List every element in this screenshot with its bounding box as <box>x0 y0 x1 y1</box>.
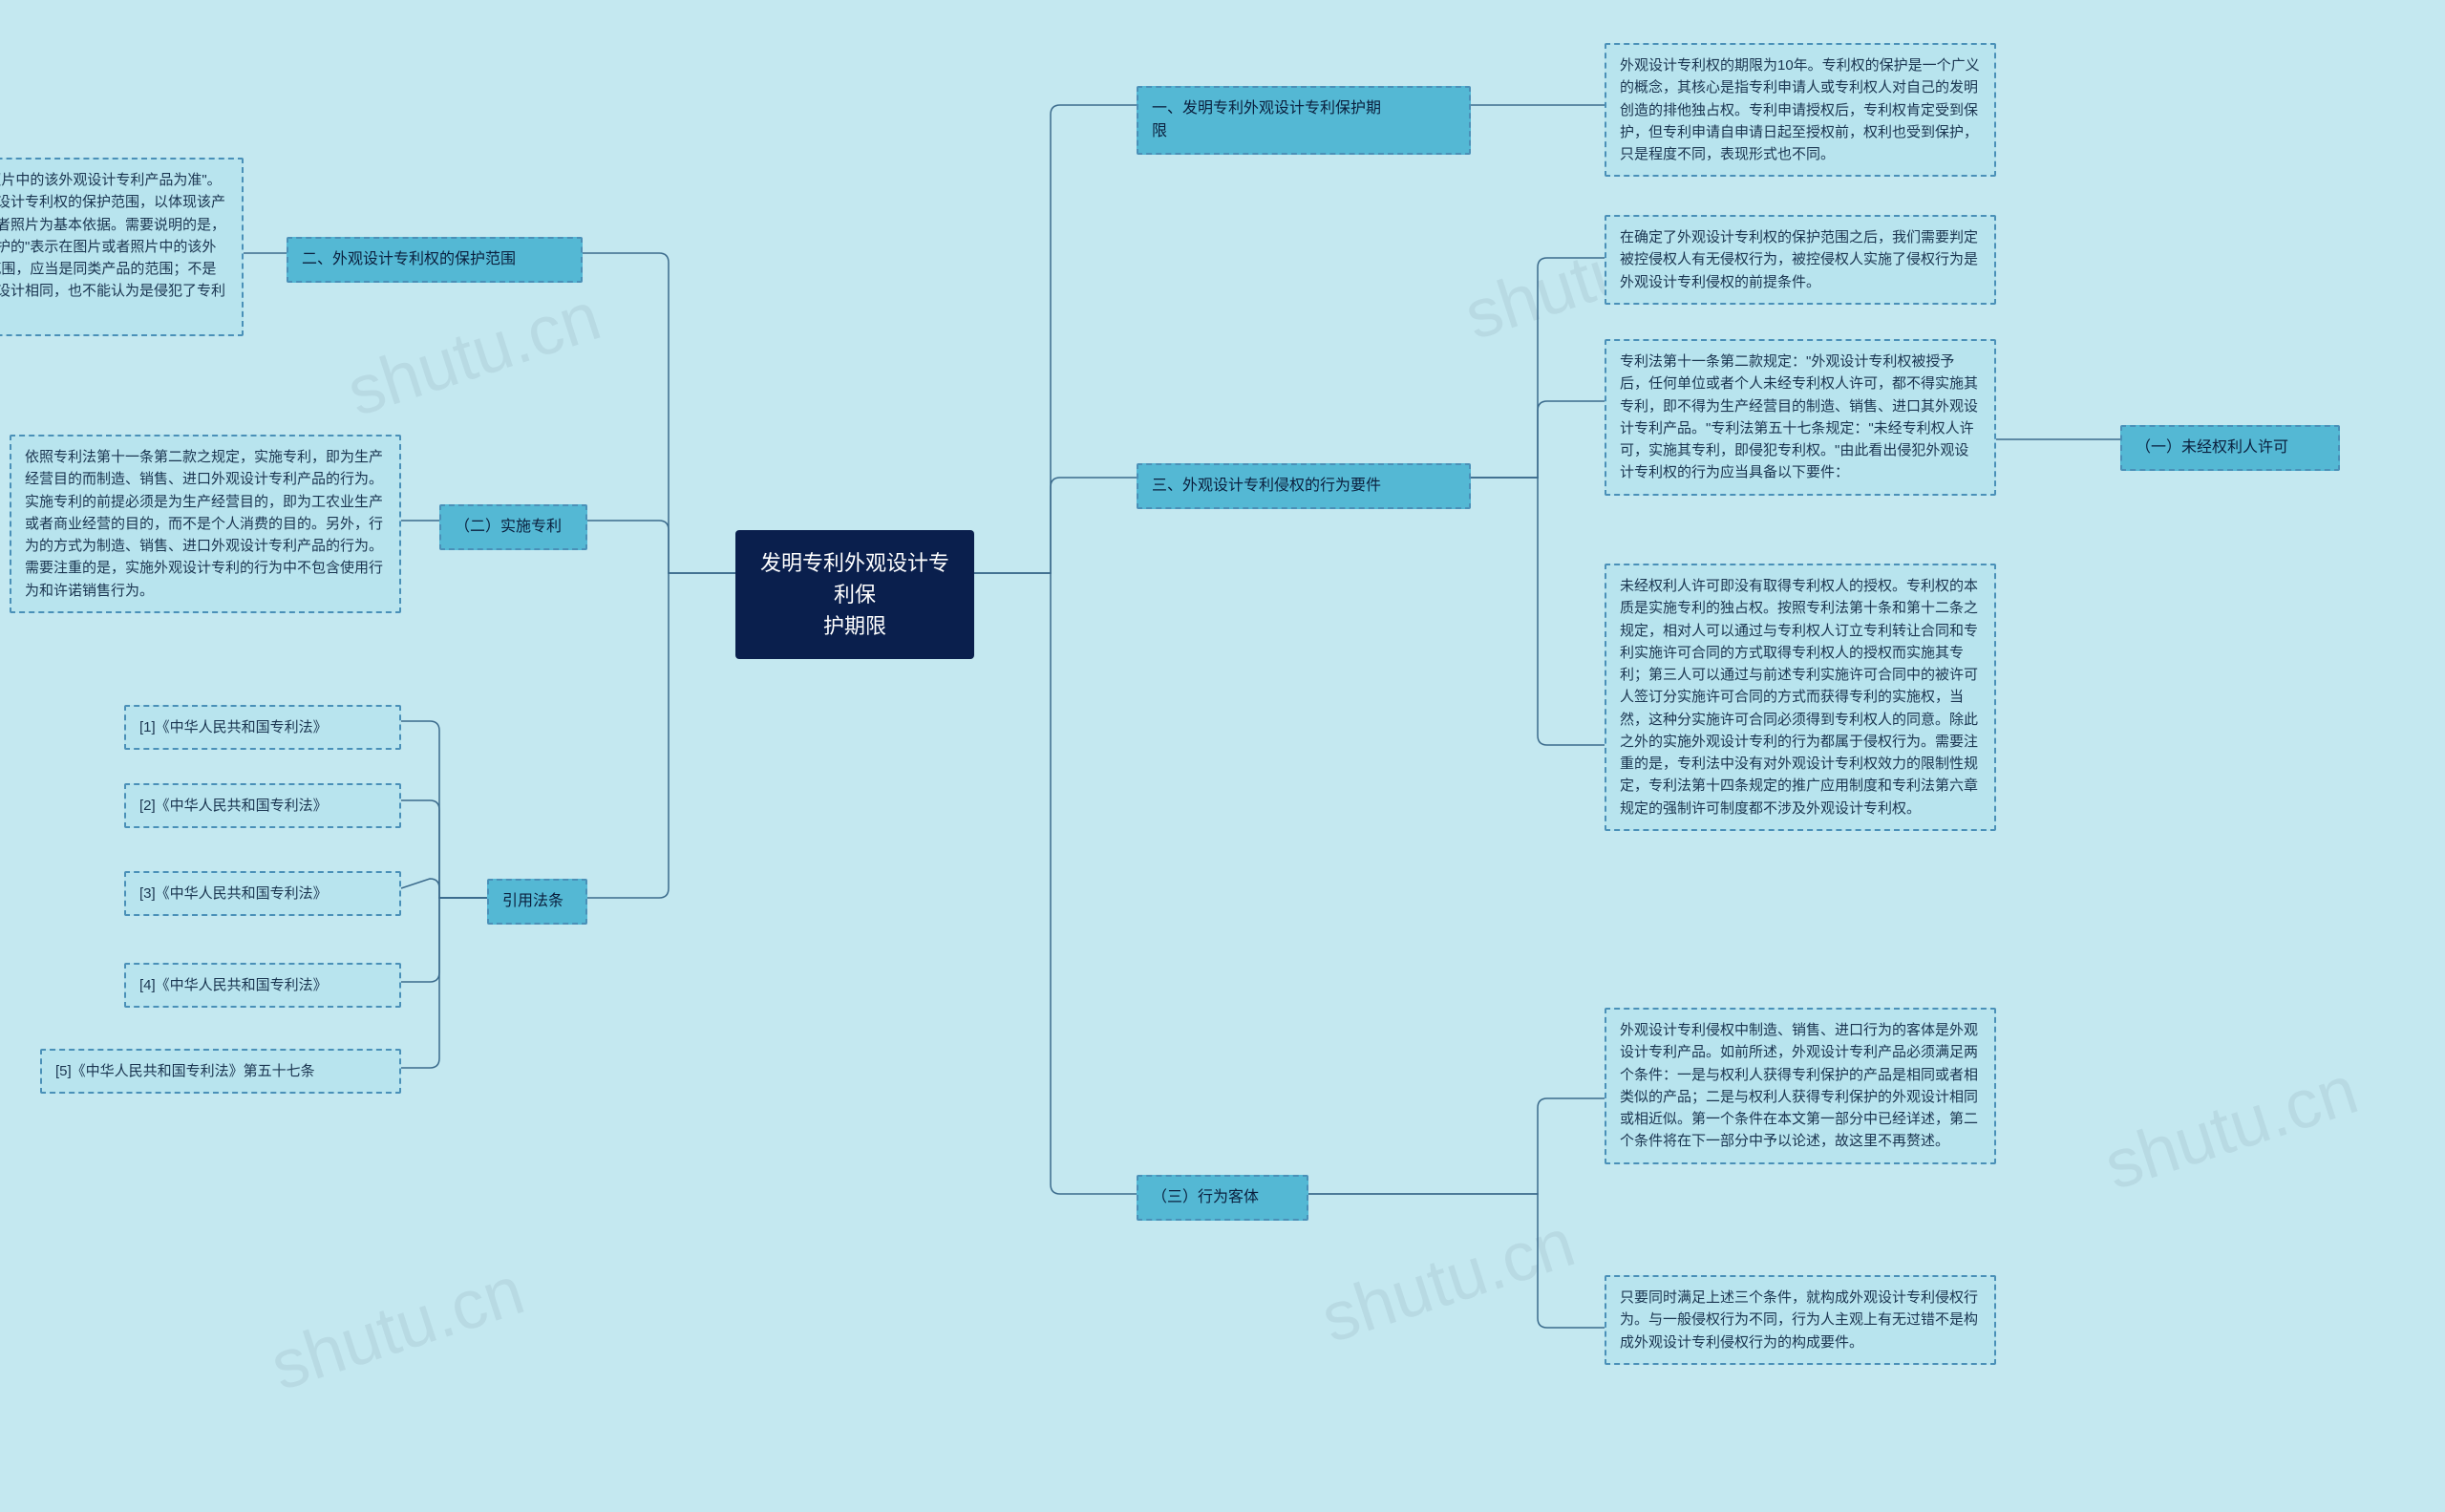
branch-2-leaf: "以表示在图片或者照片中的该外观设计专利产品为准"。这一规定表明，外观设计专利权… <box>0 158 244 336</box>
watermark: shutu.cn <box>1312 1203 1584 1358</box>
branch-obj-leaf-1: 外观设计专利侵权中制造、销售、进口行为的客体是外观设计专利产品。如前所述，外观设… <box>1605 1008 1996 1164</box>
ref-item-2: [2]《中华人民共和国专利法》 <box>124 783 401 828</box>
branch-3: 三、外观设计专利侵权的行为要件 <box>1137 463 1471 509</box>
ref-item-1: [1]《中华人民共和国专利法》 <box>124 705 401 750</box>
branch-3-leaf-3: 未经权利人许可即没有取得专利权人的授权。专利权的本质是实施专利的独占权。按照专利… <box>1605 564 1996 831</box>
ref-item-3: [3]《中华人民共和国专利法》 <box>124 871 401 916</box>
root-node: 发明专利外观设计专利保护期限 <box>735 530 974 659</box>
branch-obj: （三）行为客体 <box>1137 1175 1308 1221</box>
watermark: shutu.cn <box>338 277 609 432</box>
branch-3-sub: （一）未经权利人许可 <box>2120 425 2340 471</box>
branch-obj-leaf-2: 只要同时满足上述三个条件，就构成外观设计专利侵权行为。与一般侵权行为不同，行为人… <box>1605 1275 1996 1365</box>
watermark: shutu.cn <box>2095 1051 2367 1205</box>
branch-impl-leaf: 依照专利法第十一条第二款之规定，实施专利，即为生产经营目的而制造、销售、进口外观… <box>10 435 401 613</box>
branch-1: 一、发明专利外观设计专利保护期限 <box>1137 86 1471 155</box>
watermark: shutu.cn <box>262 1251 533 1406</box>
ref-item-4: [4]《中华人民共和国专利法》 <box>124 963 401 1008</box>
branch-impl: （二）实施专利 <box>439 504 587 550</box>
connectors <box>0 0 2445 1512</box>
branch-3-leaf-2: 专利法第十一条第二款规定："外观设计专利权被授予后，任何单位或者个人未经专利权人… <box>1605 339 1996 496</box>
branch-ref: 引用法条 <box>487 879 587 925</box>
ref-item-5: [5]《中华人民共和国专利法》第五十七条 <box>40 1049 401 1094</box>
branch-1-leaf: 外观设计专利权的期限为10年。专利权的保护是一个广义的概念，其核心是指专利申请人… <box>1605 43 1996 177</box>
branch-3-leaf-1: 在确定了外观设计专利权的保护范围之后，我们需要判定被控侵权人有无侵权行为，被控侵… <box>1605 215 1996 305</box>
branch-2: 二、外观设计专利权的保护范围 <box>287 237 583 283</box>
